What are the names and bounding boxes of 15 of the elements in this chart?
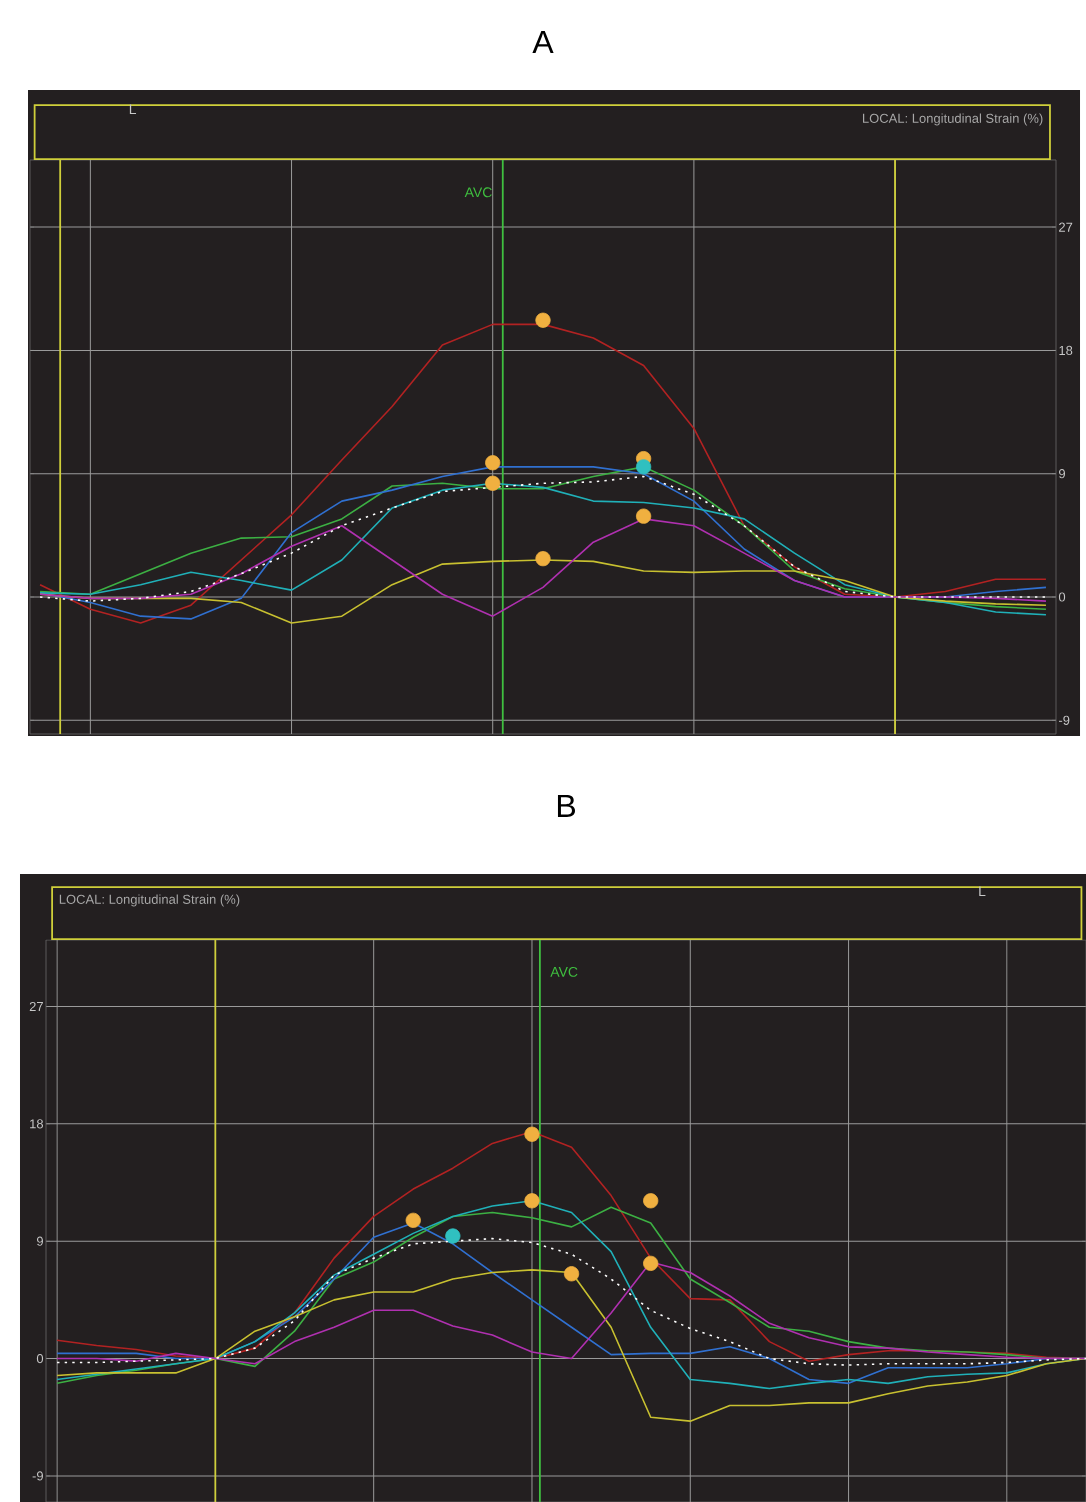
chart-title: A: [532, 30, 554, 53]
point: [485, 455, 501, 471]
point: [635, 508, 652, 524]
point: [485, 475, 501, 491]
point: [643, 1193, 659, 1209]
point: [524, 1193, 540, 1209]
point: [635, 459, 652, 475]
point: [643, 1255, 659, 1271]
chart-title: B: [557, 794, 575, 817]
point: [445, 1228, 461, 1244]
point: [524, 1126, 540, 1142]
point: [535, 312, 551, 328]
point: [405, 1212, 421, 1228]
point: [563, 1266, 580, 1282]
point: [535, 551, 551, 567]
